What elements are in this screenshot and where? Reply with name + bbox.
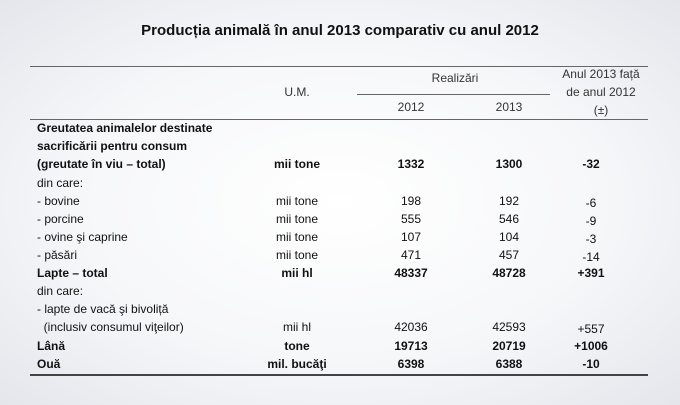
row-difference: +391 xyxy=(577,266,605,280)
row-label: (inclusiv consumul viţeilor) xyxy=(37,320,184,334)
row-unit: mii hl xyxy=(282,320,311,334)
table-row: Lână tone 19713 20719 +1006 xyxy=(0,337,680,355)
row-value-2013: 6388 xyxy=(495,357,523,371)
row-value-2012: 555 xyxy=(400,212,422,226)
row-value-2012: 107 xyxy=(400,230,422,244)
row-label: (greutate în viu – total) xyxy=(37,157,166,171)
row-value-2013: 42593 xyxy=(492,320,526,334)
row-label: - păsări xyxy=(37,248,78,262)
row-value-2013: 457 xyxy=(498,248,520,262)
table-row: Ouă mil. bucăţi 6398 6388 -10 xyxy=(0,355,680,373)
row-value-2012: 19713 xyxy=(394,339,428,353)
row-label: Lână xyxy=(37,339,66,353)
row-unit: mii tone xyxy=(275,248,319,262)
header-diff-3: (±) xyxy=(593,103,609,117)
row-difference: -32 xyxy=(582,157,600,171)
header-um: U.M. xyxy=(284,85,310,99)
row-value-2013: 20719 xyxy=(492,339,526,353)
table-row: din care: xyxy=(0,282,680,300)
row-unit: mii tone xyxy=(273,157,320,171)
table-row: Lapte – total mii hl 48337 48728 +391 xyxy=(0,264,680,282)
row-label: - porcine xyxy=(37,212,84,226)
table-bottom-rule xyxy=(30,374,648,376)
row-value-2012: 1332 xyxy=(397,157,425,171)
row-label: Greutatea animalelor destinate xyxy=(37,121,213,135)
header-diff-2: de anul 2012 xyxy=(566,85,636,99)
header-diff-1: Anul 2013 față xyxy=(562,67,640,81)
row-difference: -3 xyxy=(585,232,597,246)
page-title: Producția animală în anul 2013 comparati… xyxy=(141,22,539,39)
row-label: din care: xyxy=(37,284,84,298)
table-row: - păsări mii tone 471 457 -14 xyxy=(0,246,680,264)
row-label: sacrificării pentru consum xyxy=(37,139,188,153)
table-row: - porcine mii tone 555 546 -9 xyxy=(0,210,680,228)
header-2013: 2013 xyxy=(495,100,523,114)
row-label: din care: xyxy=(37,176,84,190)
row-label: Lapte – total xyxy=(37,266,108,280)
row-value-2013: 48728 xyxy=(492,266,526,280)
header-2012: 2012 xyxy=(397,100,425,114)
table-row: sacrificării pentru consum xyxy=(0,137,680,155)
row-unit: mii tone xyxy=(275,212,319,226)
row-unit: mil. bucăţi xyxy=(267,357,327,371)
row-value-2012: 198 xyxy=(400,194,422,208)
row-unit: tone xyxy=(284,339,310,353)
table-row: (greutate în viu – total) mii tone 1332 130… xyxy=(0,155,680,173)
table-row: - lapte de vacă şi bivoliță xyxy=(0,300,680,318)
row-label: - ovine şi caprine xyxy=(37,230,128,244)
realizari-rule xyxy=(357,94,550,95)
row-difference: -9 xyxy=(585,214,597,228)
row-value-2012: 42036 xyxy=(394,320,428,334)
row-unit: mii tone xyxy=(275,230,319,244)
table-top-rule xyxy=(30,66,648,67)
row-label: Ouă xyxy=(37,357,61,371)
row-value-2012: 471 xyxy=(400,248,422,262)
row-value-2013: 546 xyxy=(498,212,520,226)
row-value-2013: 1300 xyxy=(495,157,523,171)
row-value-2012: 48337 xyxy=(394,266,428,280)
row-label: - lapte de vacă şi bivoliță xyxy=(37,302,169,316)
row-label: - bovine xyxy=(37,194,80,208)
header-realizari: Realizări xyxy=(431,71,479,85)
row-unit: mii hl xyxy=(281,266,313,280)
row-difference: -10 xyxy=(582,357,600,371)
table-row: - ovine şi caprine mii tone 107 104 -3 xyxy=(0,228,680,246)
row-difference: -6 xyxy=(585,196,597,210)
table-row: Greutatea animalelor destinate xyxy=(0,119,680,137)
row-unit: mii tone xyxy=(275,194,319,208)
header-bottom-rule xyxy=(30,119,648,120)
table-row: din care: xyxy=(0,174,680,192)
row-value-2013: 192 xyxy=(498,194,520,208)
table-row: - bovine mii tone 198 192 -6 xyxy=(0,192,680,210)
row-difference: -14 xyxy=(582,250,600,264)
row-value-2013: 104 xyxy=(498,230,520,244)
table-row: (inclusiv consumul viţeilor) mii hl 42036 4… xyxy=(0,318,680,336)
row-value-2012: 6398 xyxy=(397,357,425,371)
row-difference: +1006 xyxy=(574,339,608,353)
row-difference: +557 xyxy=(577,322,605,336)
